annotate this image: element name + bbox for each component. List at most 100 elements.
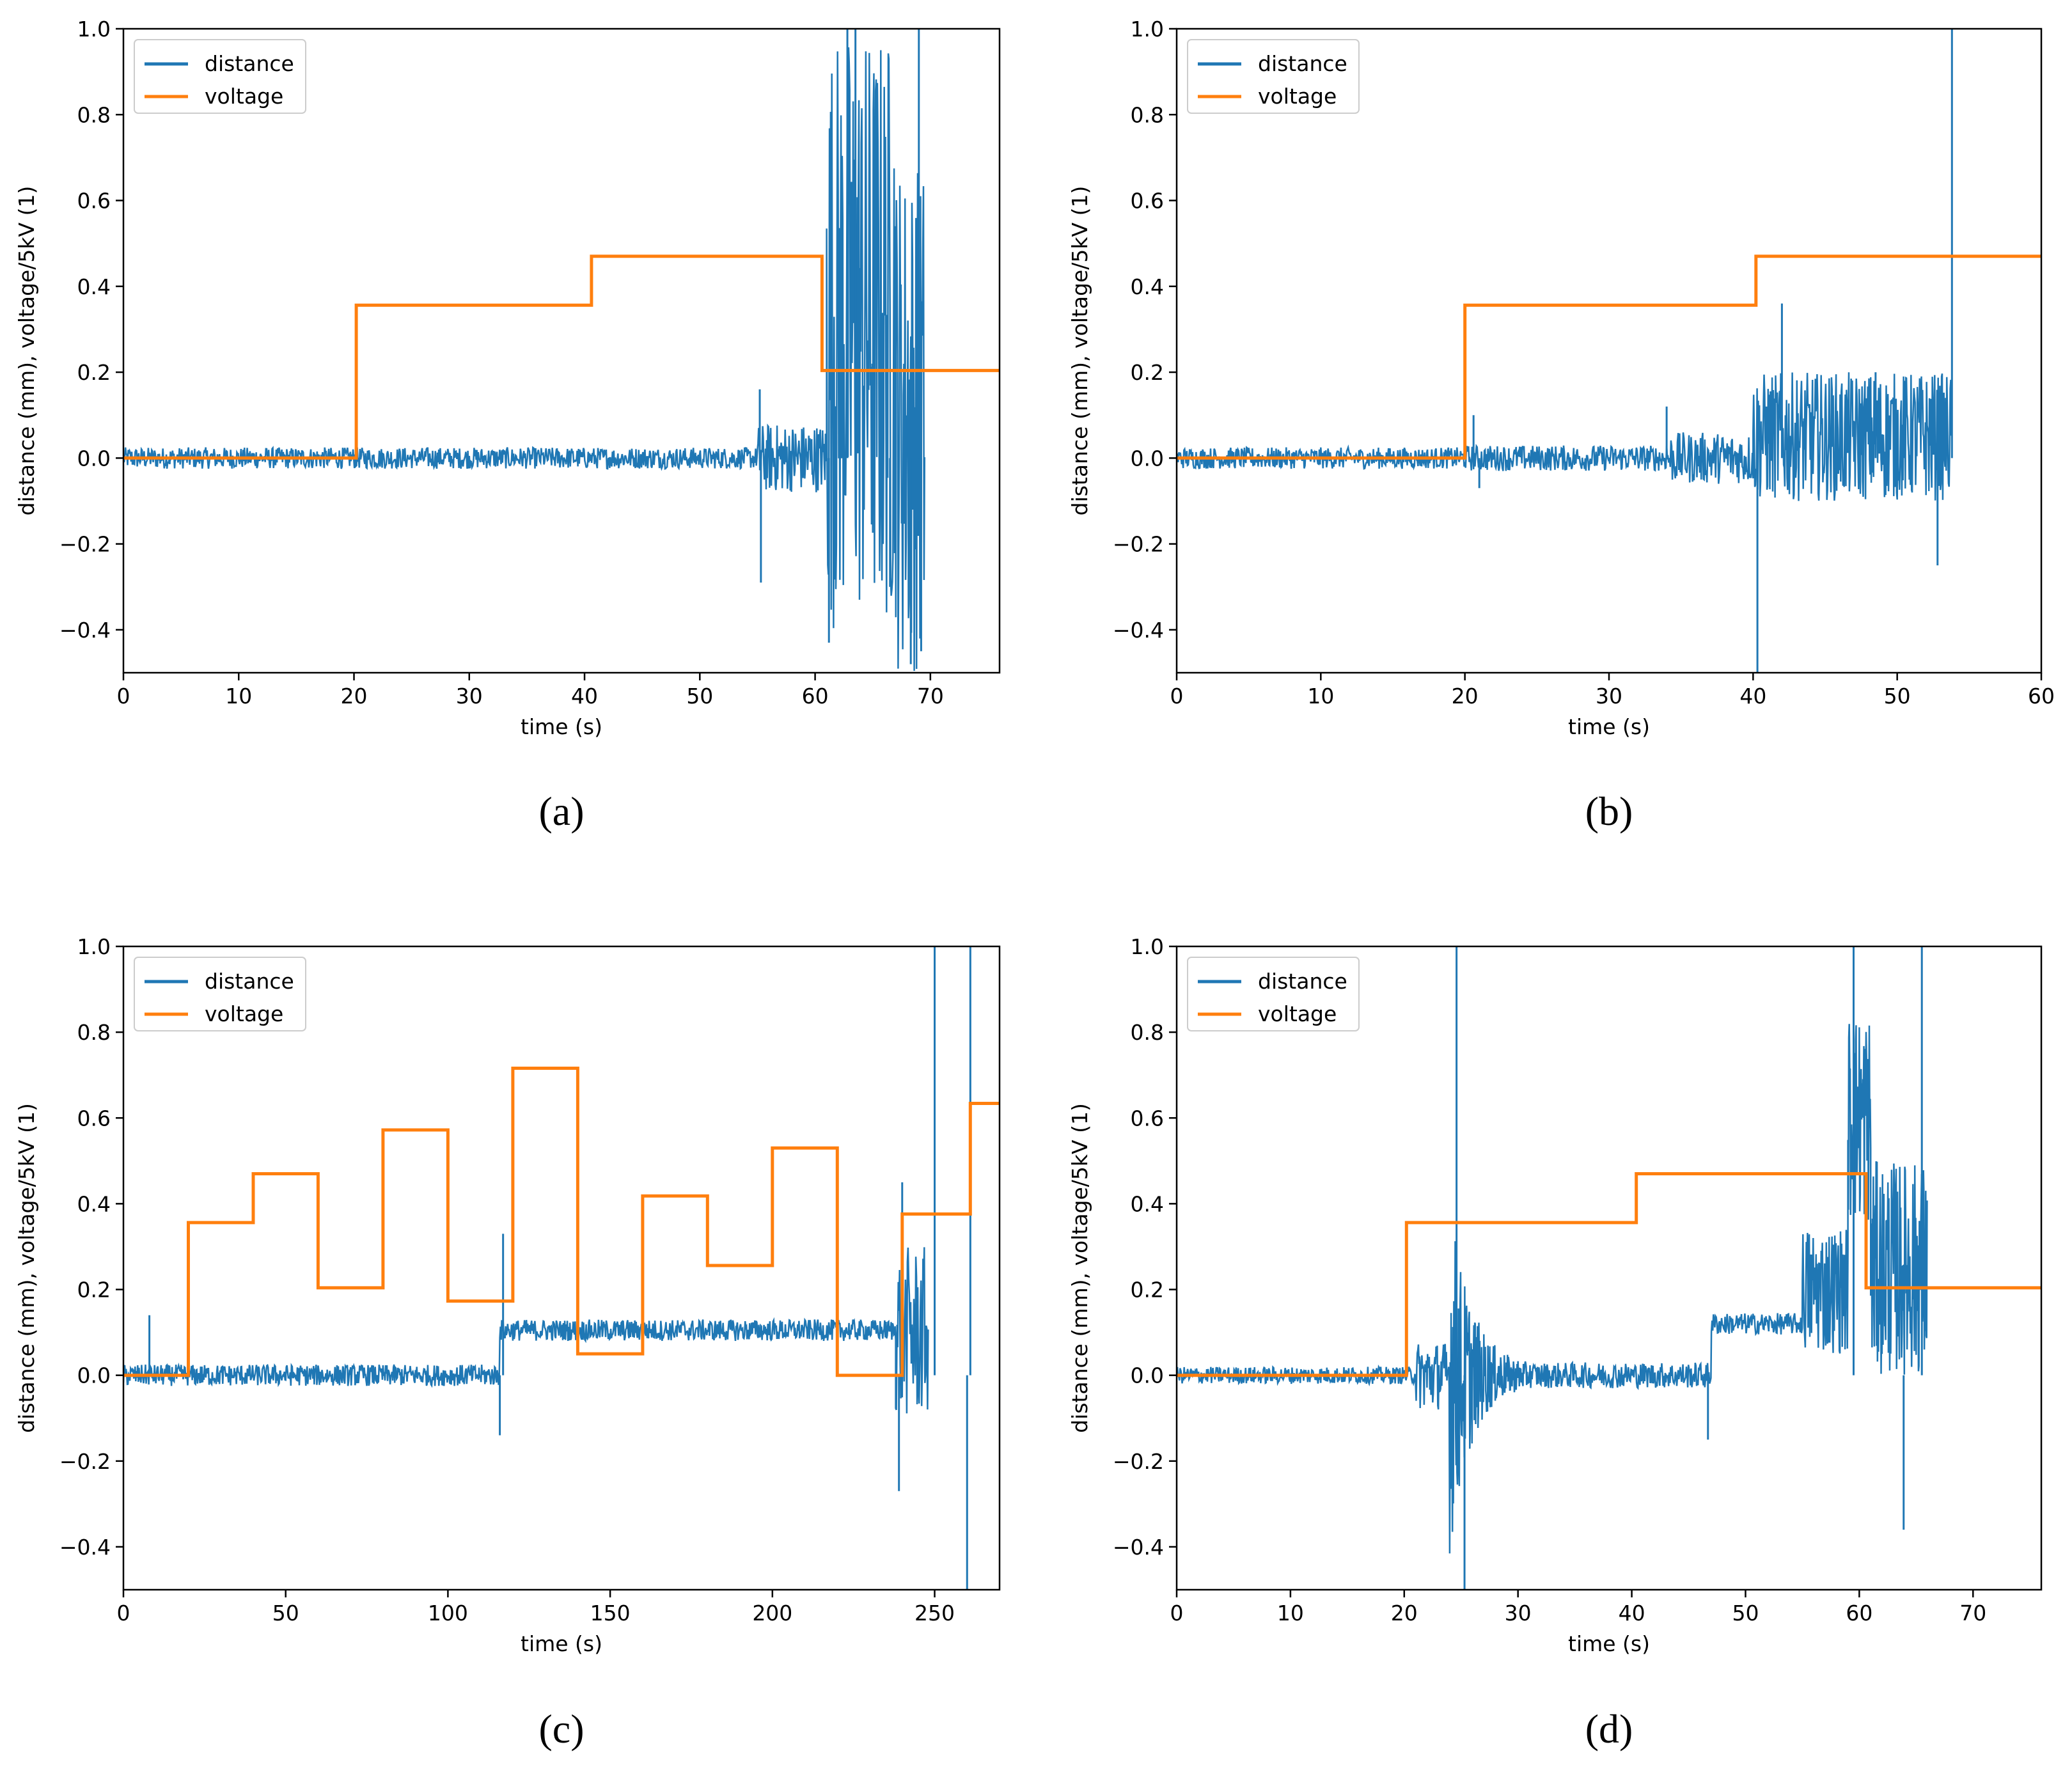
x-tick-label: 40 (1739, 684, 1766, 709)
panel-label: (c) (538, 1706, 584, 1752)
legend-label-distance: distance (205, 51, 294, 76)
y-tick-label: 0.4 (77, 1191, 111, 1216)
y-axis-label: distance (mm), voltage/5kV (1) (14, 186, 39, 516)
y-tick-label: −0.2 (59, 532, 111, 557)
x-tick-label: 40 (571, 684, 598, 709)
x-tick-label: 60 (802, 684, 829, 709)
x-axis-label: time (s) (521, 1631, 602, 1656)
panel-c: 0 50 100 150 200 250 −0.4 −0.2 0.0 0.2 0.4 0.6 0.8 1.… (14, 934, 1001, 1752)
legend: distance voltage (134, 39, 306, 114)
x-tick-label: 50 (272, 1601, 299, 1626)
x-axis-label: time (s) (1568, 714, 1650, 739)
y-tick-label: 0.2 (1131, 1278, 1164, 1303)
y-axis-label: distance (mm), voltage/5kV (1) (14, 1103, 39, 1433)
x-tick-label: 250 (914, 1601, 955, 1626)
x-tick-label: 20 (1391, 1601, 1418, 1626)
y-tick-label: 0.6 (77, 1106, 111, 1131)
plot-area (123, 29, 1000, 671)
x-tick-label: 150 (590, 1601, 631, 1626)
axes-frame (1175, 27, 2043, 674)
x-tick-label: 70 (1959, 1601, 1986, 1626)
y-tick-label: 1.0 (1131, 17, 1164, 42)
x-tick-label: 0 (1170, 684, 1184, 709)
plot-area (1177, 946, 2041, 1590)
legend-box (1187, 957, 1360, 1031)
y-tick-label: −0.4 (1113, 1535, 1164, 1560)
x-tick-label: 30 (1505, 1601, 1532, 1626)
x-tick-label: 0 (117, 684, 130, 709)
x-tick-label: 60 (2028, 684, 2055, 709)
x-tick-label: 100 (428, 1601, 468, 1626)
x-tick-label: 30 (1596, 684, 1622, 709)
y-axis-label: distance (mm), voltage/5kV (1) (1067, 1103, 1092, 1433)
x-tick-label: 10 (225, 684, 252, 709)
legend-label-voltage: voltage (205, 1001, 283, 1026)
panel-b: 0 10 20 30 40 50 60 −0.4 −0.2 0.0 0.2 0.4 0.6 0.8 1.0 t… (1067, 17, 2055, 834)
y-tick-label: 0.0 (1131, 1363, 1164, 1388)
voltage-line (123, 1067, 1000, 1377)
x-axis-label: time (s) (1568, 1631, 1650, 1656)
x-tick-label: 20 (1452, 684, 1479, 709)
voltage-line (1177, 255, 2041, 460)
panel-label: (a) (538, 788, 584, 834)
y-axis-label: distance (mm), voltage/5kV (1) (1067, 186, 1092, 516)
x-tick-label: 200 (752, 1601, 792, 1626)
x-tick-label: 50 (686, 684, 713, 709)
y-tick-label: 1.0 (77, 17, 111, 42)
panel-label: (b) (1585, 788, 1633, 834)
legend-label-distance: distance (1258, 969, 1347, 994)
axes-frame (122, 27, 1001, 674)
plot-area (123, 946, 1000, 1590)
x-tick-label: 70 (917, 684, 944, 709)
distance-line (123, 47, 926, 671)
legend-label-distance: distance (205, 969, 294, 994)
x-tick-label: 30 (456, 684, 483, 709)
y-tick-label: 0.6 (1131, 189, 1164, 214)
y-tick-label: −0.4 (1113, 618, 1164, 643)
legend-label-voltage: voltage (205, 84, 283, 109)
x-tick-label: 40 (1619, 1601, 1645, 1626)
y-tick-label: 0.8 (77, 102, 111, 127)
y-tick-label: 0.6 (77, 189, 111, 214)
panel-label: (d) (1585, 1706, 1633, 1752)
voltage-line (1177, 1172, 2041, 1377)
legend-box (134, 39, 306, 114)
y-tick-label: 0.2 (1131, 360, 1164, 385)
x-tick-label: 0 (117, 1601, 130, 1626)
axes-frame (122, 945, 1001, 1591)
distance-line (1177, 1024, 1928, 1554)
y-tick-label: 1.0 (77, 934, 111, 959)
y-tick-label: 0.6 (1131, 1106, 1164, 1131)
y-tick-label: −0.4 (59, 1535, 111, 1560)
y-tick-label: −0.2 (1113, 1449, 1164, 1474)
y-tick-label: 0.4 (1131, 274, 1164, 299)
axes-frame (1175, 945, 2043, 1591)
legend-label-voltage: voltage (1258, 84, 1337, 109)
legend-label-voltage: voltage (1258, 1001, 1337, 1026)
y-tick-label: −0.2 (59, 1449, 111, 1474)
distance-line (1177, 372, 1953, 501)
legend: distance voltage (1187, 39, 1360, 114)
x-tick-label: 60 (1846, 1601, 1872, 1626)
legend-label-distance: distance (1258, 51, 1347, 76)
y-tick-label: −0.2 (1113, 532, 1164, 557)
plot-area (1177, 29, 2041, 673)
y-tick-label: 0.8 (1131, 102, 1164, 127)
legend: distance voltage (1187, 957, 1360, 1031)
legend: distance voltage (134, 957, 306, 1031)
x-tick-label: 20 (341, 684, 368, 709)
y-tick-label: 0.0 (77, 446, 111, 471)
x-tick-label: 50 (1732, 1601, 1759, 1626)
distance-line (123, 1247, 929, 1414)
y-tick-label: 0.0 (1131, 446, 1164, 471)
y-tick-label: 0.4 (77, 274, 111, 299)
legend-box (134, 957, 306, 1031)
y-tick-label: 0.4 (1131, 1191, 1164, 1216)
y-tick-label: 0.8 (1131, 1020, 1164, 1045)
panel-a: 0 10 20 30 40 50 60 70 −0.4 −0.2 0.0 0.2 0.4 0.6 0.8 1.… (14, 17, 1001, 834)
legend-box (1187, 39, 1360, 114)
panel-d: 0 10 20 30 40 50 60 70 −0.4 −0.2 0.0 0.2 0.4 0.6 0.8 1.… (1067, 934, 2043, 1752)
y-tick-label: 1.0 (1131, 934, 1164, 959)
y-tick-label: 0.0 (77, 1363, 111, 1388)
